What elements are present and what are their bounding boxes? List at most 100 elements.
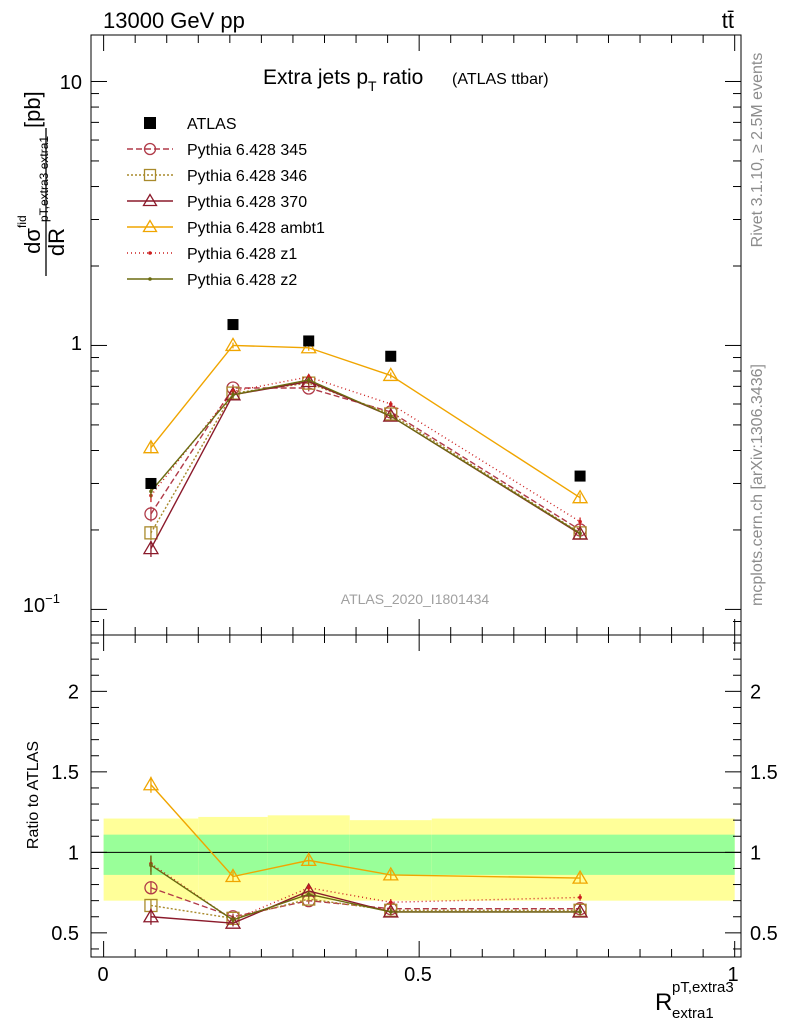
upper-series	[142, 337, 589, 557]
title-sub: T	[368, 78, 377, 94]
upper-y-axis-label: dσ fid dR pT,extra3 extra1 [pb]	[15, 91, 69, 276]
series-point	[224, 337, 242, 352]
side-text-rivet: Rivet 3.1.10, ≥ 2.5M events	[749, 53, 766, 248]
lower-ticks	[91, 635, 741, 957]
chart-title: Extra jets pT ratio	[263, 66, 423, 94]
ratio-point	[388, 910, 393, 914]
ratio-point	[224, 914, 242, 929]
x-axis-label-sup: pT,extra3	[672, 979, 734, 996]
ratio-point	[231, 918, 235, 922]
series-point	[578, 531, 582, 536]
ytick-label-0p1: 10−1	[23, 591, 60, 617]
lower-ytick-label-left: 2	[68, 681, 79, 703]
analysis-id: ATLAS_2020_I1801434	[341, 591, 490, 607]
y-label-sub: pT,extra3 extra1	[37, 136, 51, 222]
legend-label-5: Pythia 6.428 z2	[187, 272, 297, 289]
y-label-fid: fid	[15, 215, 29, 228]
energy-label: 13000 GeV pp	[103, 8, 245, 33]
series-line-0	[150, 387, 581, 531]
y-label-unit: [pb]	[20, 91, 45, 128]
x-axis-label: R	[655, 989, 672, 1016]
legend-marker-5	[148, 277, 152, 281]
lower-ytick-label-left: 0.5	[51, 923, 79, 945]
series-line-3	[150, 344, 581, 499]
xtick-label-1: 1	[727, 964, 738, 986]
data-point	[303, 335, 315, 347]
lower-ytick-label-left: 1.5	[51, 762, 79, 784]
ratio-point	[388, 900, 393, 905]
series-point	[144, 526, 158, 540]
ratio-point	[149, 863, 153, 868]
series-point	[571, 525, 589, 540]
inner-band-1	[198, 834, 268, 875]
legend-marker-4	[148, 251, 152, 255]
legend-marker-0	[143, 142, 157, 156]
ratio-point	[578, 895, 582, 900]
ratio-line-4	[150, 863, 581, 921]
ytick-label-0p1-exp: −1	[45, 591, 60, 606]
xtick-label-0: 0	[97, 964, 108, 986]
lower-ytick-label-left: 1	[68, 842, 79, 864]
ytick-label-10: 10	[60, 72, 82, 94]
legend-label-0: Pythia 6.428 345	[187, 142, 307, 159]
y-label-dsigma: dσ	[20, 228, 45, 254]
data-points	[145, 319, 586, 489]
title-tail: ratio	[377, 66, 424, 89]
series-line-2	[150, 380, 581, 549]
series-point	[300, 339, 317, 354]
series-line-4	[150, 376, 581, 523]
legend-label-2: Pythia 6.428 370	[187, 194, 307, 211]
series-point	[382, 367, 399, 382]
legend-label-4: Pythia 6.428 z1	[187, 246, 297, 263]
ytick-label-0p1-base: 10	[23, 595, 45, 617]
ratio-point	[142, 776, 160, 791]
series-point	[144, 507, 158, 521]
legend-marker-3	[142, 219, 158, 233]
x-axis-label-sub: extra1	[672, 1005, 714, 1022]
series-point	[142, 540, 160, 555]
series-line-1	[150, 382, 581, 534]
x-axis-label-main: R	[655, 989, 672, 1016]
lower-y-axis-label: Ratio to ATLAS	[25, 741, 42, 849]
series-point	[142, 439, 160, 454]
ratio-point	[578, 910, 582, 914]
data-point	[385, 350, 397, 362]
title-main: Extra jets p	[263, 66, 368, 89]
xtick-label-0p5: 0.5	[404, 964, 432, 986]
series-point	[578, 519, 582, 524]
series-point	[149, 489, 153, 494]
ytick-label-1: 1	[71, 333, 82, 355]
legend-marker-data	[144, 117, 156, 129]
side-text-mcplots: mcplots.cern.ch [arXiv:1306.3436]	[749, 364, 766, 606]
upper-ticks	[91, 35, 741, 636]
data-point	[227, 319, 239, 331]
ratio-point	[142, 908, 160, 923]
title-note: (ATLAS ttbar)	[452, 71, 549, 88]
series-point	[231, 393, 235, 397]
legend-marker-2	[142, 193, 158, 207]
inner-band-4	[431, 834, 735, 875]
series-point	[388, 414, 393, 418]
y-label-dr: dR	[44, 228, 69, 256]
ratio-point	[306, 892, 311, 897]
ratio-bands	[103, 815, 735, 901]
inner-band-2	[267, 834, 350, 875]
ratio-point	[571, 903, 589, 918]
series-point	[571, 489, 589, 504]
lower-ytick-label-right: 1.5	[750, 762, 778, 784]
series-point	[306, 378, 311, 382]
ratio-point	[306, 885, 311, 890]
lower-ytick-label-right: 1	[750, 842, 761, 864]
lower-ytick-label-right: 0.5	[750, 923, 778, 945]
lower-ytick-label-right: 2	[750, 681, 761, 703]
ratio-point	[144, 881, 158, 895]
ratio-point	[300, 852, 317, 867]
ratio-point	[382, 866, 399, 881]
ratio-point	[224, 868, 242, 883]
lower-series	[142, 776, 589, 929]
legend-label-data: ATLAS	[187, 116, 237, 133]
legend-label-1: Pythia 6.428 346	[187, 168, 307, 185]
legend-marker-1	[143, 168, 157, 182]
data-point	[574, 470, 586, 482]
